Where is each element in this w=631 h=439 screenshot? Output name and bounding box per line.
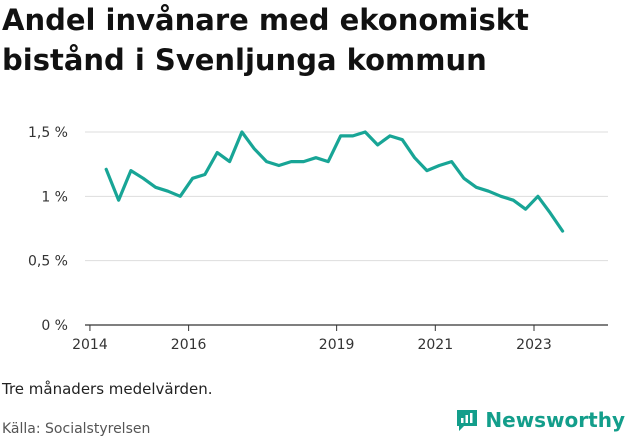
brand-name: Newsworthy (485, 408, 625, 432)
chart-title: Andel invånare med ekonomiskt bistånd i … (2, 3, 529, 77)
x-axis-labels: 2014 2016 2019 2021 2023 (72, 337, 552, 353)
newsworthy-logo: Newsworthy (455, 408, 625, 432)
line-chart: 0 % 0,5 % 1 % 1,5 % 2014 2016 2019 2021 2023 (28, 125, 608, 353)
y-axis-labels: 0 % 0,5 % 1 % 1,5 % (28, 125, 68, 334)
x-tick-label: 2014 (72, 337, 108, 353)
y-tick-label: 0,5 % (28, 254, 68, 270)
y-tick-label: 0 % (41, 318, 68, 334)
bar-chart-icon (457, 410, 478, 431)
x-tick-label: 2019 (319, 337, 355, 353)
x-tick-label: 2016 (171, 337, 207, 353)
x-axis (85, 324, 608, 331)
x-tick-label: 2023 (516, 337, 552, 353)
y-tick-label: 1 % (41, 189, 68, 205)
source-credit: Källa: Socialstyrelsen (2, 421, 151, 437)
footnote: Tre månaders medelvärden. (2, 380, 213, 398)
x-tick-label: 2021 (417, 337, 453, 353)
series (104, 130, 565, 233)
series-line (104, 130, 565, 233)
y-tick-label: 1,5 % (28, 125, 68, 141)
gridlines (85, 131, 608, 262)
